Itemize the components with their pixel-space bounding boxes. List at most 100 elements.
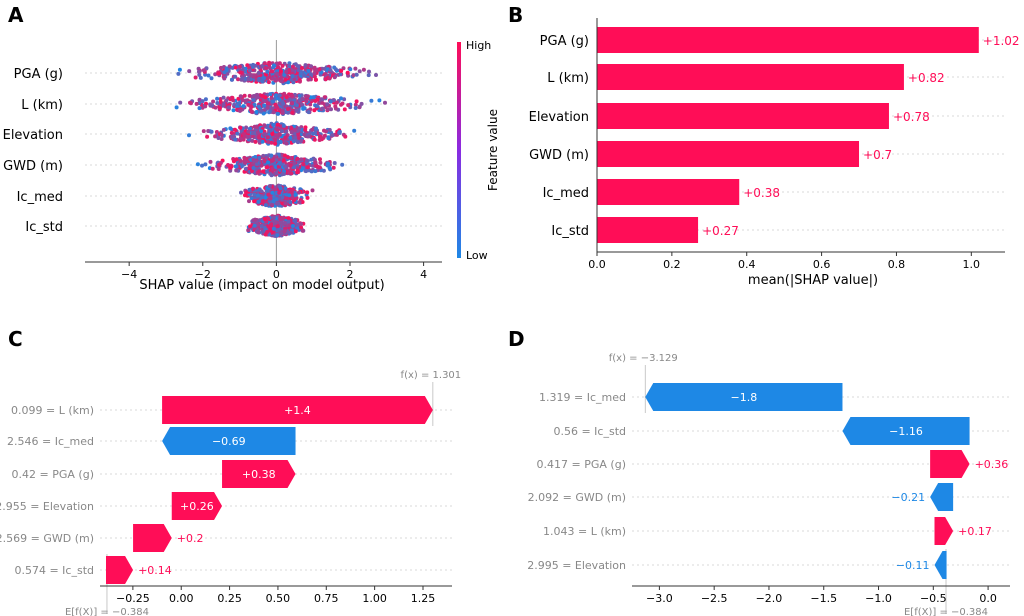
- shap-dot: [281, 158, 286, 163]
- shap-dot: [357, 69, 362, 74]
- x-tick-label: 0.6: [813, 258, 831, 271]
- shap-dot: [299, 225, 304, 230]
- shap-dot: [284, 196, 289, 201]
- shap-dot: [280, 201, 285, 206]
- shap-dot: [296, 190, 301, 195]
- shap-dot: [228, 126, 233, 131]
- shap-dot: [313, 160, 318, 165]
- shap-dot: [216, 136, 221, 140]
- shap-dot: [241, 131, 246, 136]
- shap-dot: [215, 96, 220, 101]
- shap-dot: [256, 70, 261, 75]
- shap-dot: [296, 68, 301, 73]
- shap-dot: [253, 139, 258, 144]
- shap-dot: [342, 107, 347, 112]
- shap-dot: [348, 67, 353, 72]
- shap-dot: [304, 99, 309, 104]
- shap-dot: [277, 190, 282, 195]
- shap-dot: [255, 222, 260, 227]
- shap-dot: [233, 74, 238, 79]
- shap-dot: [279, 69, 283, 74]
- shap-dot: [228, 165, 233, 170]
- feature-value-label: 2.092 = GWD (m): [528, 491, 626, 504]
- shap-dot: [289, 126, 294, 130]
- shap-dot: [313, 99, 318, 103]
- shap-dot: [206, 129, 211, 133]
- shap-dot: [300, 166, 305, 171]
- shap-dot: [317, 165, 322, 170]
- shap-dot: [234, 168, 239, 173]
- shap-dot: [308, 102, 313, 107]
- bar-value-label: +0.14: [138, 564, 172, 577]
- shap-dot: [222, 70, 227, 75]
- shap-dot: [273, 141, 278, 146]
- shap-dot: [320, 106, 325, 111]
- shap-dot: [354, 99, 359, 104]
- shap-dot: [351, 73, 356, 78]
- shap-dot: [291, 224, 295, 228]
- shap-dot: [300, 96, 305, 101]
- x-tick-label: 0: [273, 268, 280, 281]
- shap-dot: [290, 110, 295, 115]
- shap-dot: [265, 105, 270, 110]
- shap-dot: [274, 133, 279, 138]
- shap-dot: [293, 62, 298, 67]
- bar-value-label: −1.16: [889, 425, 923, 438]
- shap-dot: [266, 192, 271, 197]
- shap-dot: [252, 73, 257, 78]
- shap-dot: [339, 102, 343, 107]
- x-tick-label: 0.00: [169, 592, 194, 605]
- x-tick-label: −0.5: [920, 592, 947, 605]
- shap-dot: [251, 94, 255, 99]
- shap-dot: [271, 110, 276, 115]
- shap-dot: [203, 97, 208, 102]
- shap-dot: [328, 68, 333, 73]
- shap-dot: [300, 228, 305, 233]
- colorbar-title: Feature value: [486, 109, 500, 191]
- shap-dot: [252, 192, 257, 197]
- shap-dot: [232, 102, 237, 107]
- shap-dot: [290, 101, 295, 106]
- shap-dot: [286, 219, 291, 224]
- shap-dot: [313, 77, 318, 82]
- shap-dot: [374, 73, 378, 77]
- x-tick-label: −2.5: [701, 592, 728, 605]
- shap-dot: [332, 65, 337, 70]
- panel-d: D −1.8 1.319 = Ic_med −1.16 0.56 = Ic_std +0.…: [508, 327, 1010, 616]
- shap-dot: [239, 190, 243, 195]
- shap-dot: [255, 130, 260, 135]
- panel-a-label: A: [8, 3, 24, 27]
- shap-dot: [222, 76, 227, 81]
- shap-dot: [260, 93, 265, 98]
- shap-dot: [262, 217, 267, 221]
- shap-dot: [296, 160, 301, 164]
- shap-dot: [238, 108, 242, 113]
- shap-dot: [236, 77, 240, 82]
- shap-dot: [293, 229, 298, 234]
- shap-dot: [293, 135, 298, 140]
- shap-dot: [250, 169, 254, 173]
- shap-dot: [205, 134, 210, 139]
- shap-dot: [339, 68, 344, 73]
- shap-dot: [322, 128, 326, 133]
- shap-dot: [208, 159, 213, 164]
- shap-dot: [252, 199, 257, 204]
- bar-value-label: −0.21: [891, 491, 925, 504]
- bar-value-label: +0.27: [702, 224, 739, 238]
- shap-dot: [277, 61, 282, 66]
- shap-dot: [297, 200, 302, 205]
- shap-dot: [346, 103, 351, 108]
- shap-dot: [271, 219, 275, 224]
- shap-dot: [277, 132, 282, 137]
- importance-bar: [597, 217, 699, 243]
- shap-dot: [265, 189, 270, 194]
- shap-dot: [288, 230, 293, 235]
- shap-dot: [278, 186, 283, 191]
- shap-dot: [272, 187, 277, 192]
- shap-dot: [221, 95, 226, 100]
- feature-value-label: 2.546 = Ic_med: [7, 435, 94, 448]
- shap-dot: [231, 108, 236, 113]
- shap-dot: [247, 68, 252, 73]
- shap-dot: [280, 109, 285, 114]
- shap-dot: [352, 128, 357, 133]
